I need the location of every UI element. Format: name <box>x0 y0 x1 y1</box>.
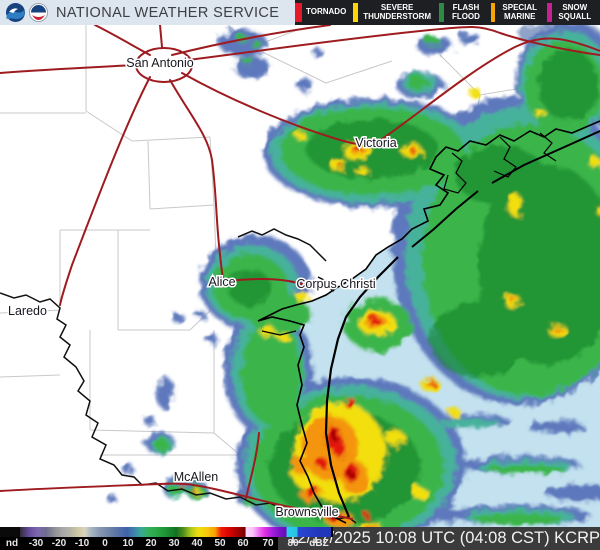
scale-unit-label: dBZ <box>309 538 329 549</box>
city-label-san-antonio: San Antonio <box>126 56 193 70</box>
city-label-mcallen: McAllen <box>174 470 219 484</box>
legend-item-snow-squall: SNOW SQUALL <box>547 3 594 22</box>
nws-logo-icon <box>29 3 48 22</box>
footer-bar: nd -30 -20 -10 0 10 20 30 40 50 60 70 80… <box>0 527 600 550</box>
legend-item-tornado: TORNADO <box>295 3 346 22</box>
severe-thunderstorm-label: SEVERE THUNDERSTORM <box>363 2 432 21</box>
loop-410 <box>135 47 193 83</box>
special-marine-swatch <box>491 3 496 22</box>
city-label-brownsville: Brownsville <box>275 505 338 519</box>
scale-tick: 10 <box>122 538 134 549</box>
scale-tick: 80 <box>287 538 299 549</box>
legend-item-severe-thunderstorm: SEVERE THUNDERSTORM <box>353 3 432 22</box>
header-bar: NATIONAL WEATHER SERVICE TORNADO SEVERE … <box>0 0 600 25</box>
city-label-laredo: Laredo <box>8 304 47 318</box>
scale-tick: nd <box>5 538 19 549</box>
snow-squall-swatch <box>547 3 552 22</box>
scale-gradient <box>0 527 333 537</box>
scale-tick: 50 <box>214 538 226 549</box>
legend-item-flash-flood: FLASH FLOOD <box>439 3 484 22</box>
scale-tick: 0 <box>102 538 108 549</box>
coastline <box>257 120 600 524</box>
city-label-corpus-christi: Corpus Christi <box>296 277 375 291</box>
nueces-river <box>237 228 327 262</box>
city-label-alice: Alice <box>208 275 235 289</box>
tornado-label: TORNADO <box>306 7 347 17</box>
barrier-island-matagorda <box>491 130 600 184</box>
warning-legend: TORNADO SEVERE THUNDERSTORM FLASH FLOOD … <box>295 0 600 25</box>
scale-tick: 20 <box>145 538 157 549</box>
flash-flood-swatch <box>439 3 444 22</box>
flash-flood-label: FLASH FLOOD <box>451 2 480 21</box>
reflectivity-scalebar: nd -30 -20 -10 0 10 20 30 40 50 60 70 80… <box>0 527 333 550</box>
rio-grande-river <box>0 228 357 524</box>
scale-tick: -20 <box>51 538 67 549</box>
special-marine-label: SPECIAL MARINE <box>502 2 538 21</box>
timestamp: 12/17/2025 10:08 UTC (04:08 CST) KCRP <box>278 527 600 550</box>
tornado-swatch <box>295 3 302 22</box>
snow-squall-label: SNOW SQUALL <box>558 2 592 21</box>
agency-title: NATIONAL WEATHER SERVICE <box>56 4 280 21</box>
barrier-island-san-jose <box>411 190 479 248</box>
barrier-island-padre <box>324 256 399 518</box>
highways <box>0 25 600 520</box>
noaa-logo-icon <box>6 3 25 22</box>
legend-item-special-marine: SPECIAL MARINE <box>491 3 540 22</box>
radar-map[interactable]: San Antonio Victoria Alice Corpus Christ… <box>0 25 600 527</box>
scale-tick: -10 <box>74 538 90 549</box>
scale-tick: 60 <box>237 538 249 549</box>
scale-tick: 70 <box>262 538 274 549</box>
city-label-victoria: Victoria <box>355 136 397 150</box>
severe-thunderstorm-swatch <box>353 3 359 22</box>
baffin-bay-arm <box>261 330 297 336</box>
scale-tick: 30 <box>168 538 180 549</box>
harbor-channel <box>317 276 335 292</box>
scale-tick: 40 <box>191 538 203 549</box>
radar-map-canvas: San Antonio Victoria Alice Corpus Christ… <box>0 25 600 527</box>
scale-tick: -30 <box>28 538 44 549</box>
city-labels: San Antonio Victoria Alice Corpus Christ… <box>7 55 399 521</box>
nws-brand: NATIONAL WEATHER SERVICE <box>0 0 295 25</box>
